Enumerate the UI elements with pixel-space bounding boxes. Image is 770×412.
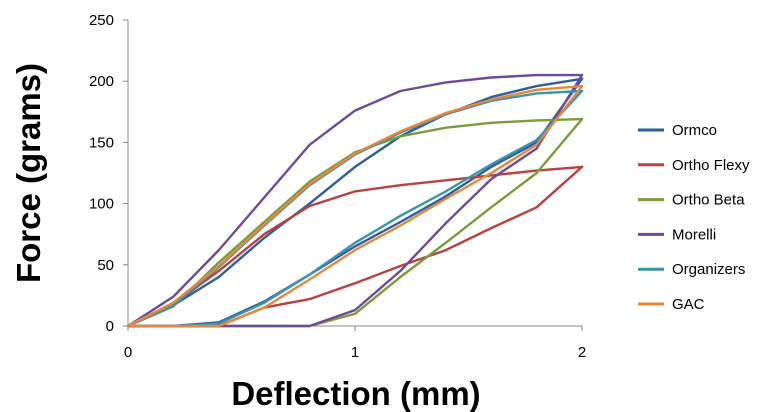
legend-label: Organizers <box>672 261 745 278</box>
legend-label: Ortho Flexy <box>672 157 750 174</box>
legend-item-ortho-beta: Ortho Beta <box>638 192 745 209</box>
x-tick-label: 0 <box>124 344 132 361</box>
y-tick-label: 50 <box>97 257 114 274</box>
y-axis-ticks: 0 50 100 150 200 250 <box>89 12 128 335</box>
y-tick-label: 0 <box>106 318 114 335</box>
series-line-ormco-loading <box>126 77 584 328</box>
series-line-gac-unloading <box>126 84 584 328</box>
y-tick-label: 200 <box>89 73 114 90</box>
series-lines <box>126 73 584 328</box>
x-axis-ticks: 0 1 2 <box>124 326 586 361</box>
legend-label: Ormco <box>672 122 717 139</box>
series-line-ortho-beta-loading <box>126 117 584 328</box>
x-tick-label: 1 <box>351 344 359 361</box>
series-line-gac-loading <box>126 84 584 328</box>
y-tick-label: 250 <box>89 12 114 29</box>
y-tick-label: 100 <box>89 196 114 213</box>
series-line-ortho-beta-unloading <box>126 117 584 328</box>
legend-label: Ortho Beta <box>672 192 745 209</box>
legend: Ormco Ortho Flexy Ortho Beta Morelli Organiz… <box>638 122 750 313</box>
plot-area: 0 50 100 150 200 250 0 1 2 <box>89 12 586 361</box>
legend-label: GAC <box>672 296 705 313</box>
legend-item-ormco: Ormco <box>638 122 717 139</box>
legend-item-ortho-flexy: Ortho Flexy <box>638 157 750 174</box>
series-line-ortho-flexy-loading <box>126 165 584 328</box>
legend-label: Morelli <box>672 226 716 243</box>
y-axis-title: Force (grams) <box>10 63 47 283</box>
x-axis-title: Deflection (mm) <box>231 375 480 412</box>
legend-item-morelli: Morelli <box>638 226 716 243</box>
series-line-morelli-loading <box>126 73 584 328</box>
x-tick-label: 2 <box>578 344 586 361</box>
y-tick-label: 150 <box>89 134 114 151</box>
legend-item-organizers: Organizers <box>638 261 745 278</box>
series-line-organizers-unloading <box>126 89 584 328</box>
legend-item-gac: GAC <box>638 296 705 313</box>
